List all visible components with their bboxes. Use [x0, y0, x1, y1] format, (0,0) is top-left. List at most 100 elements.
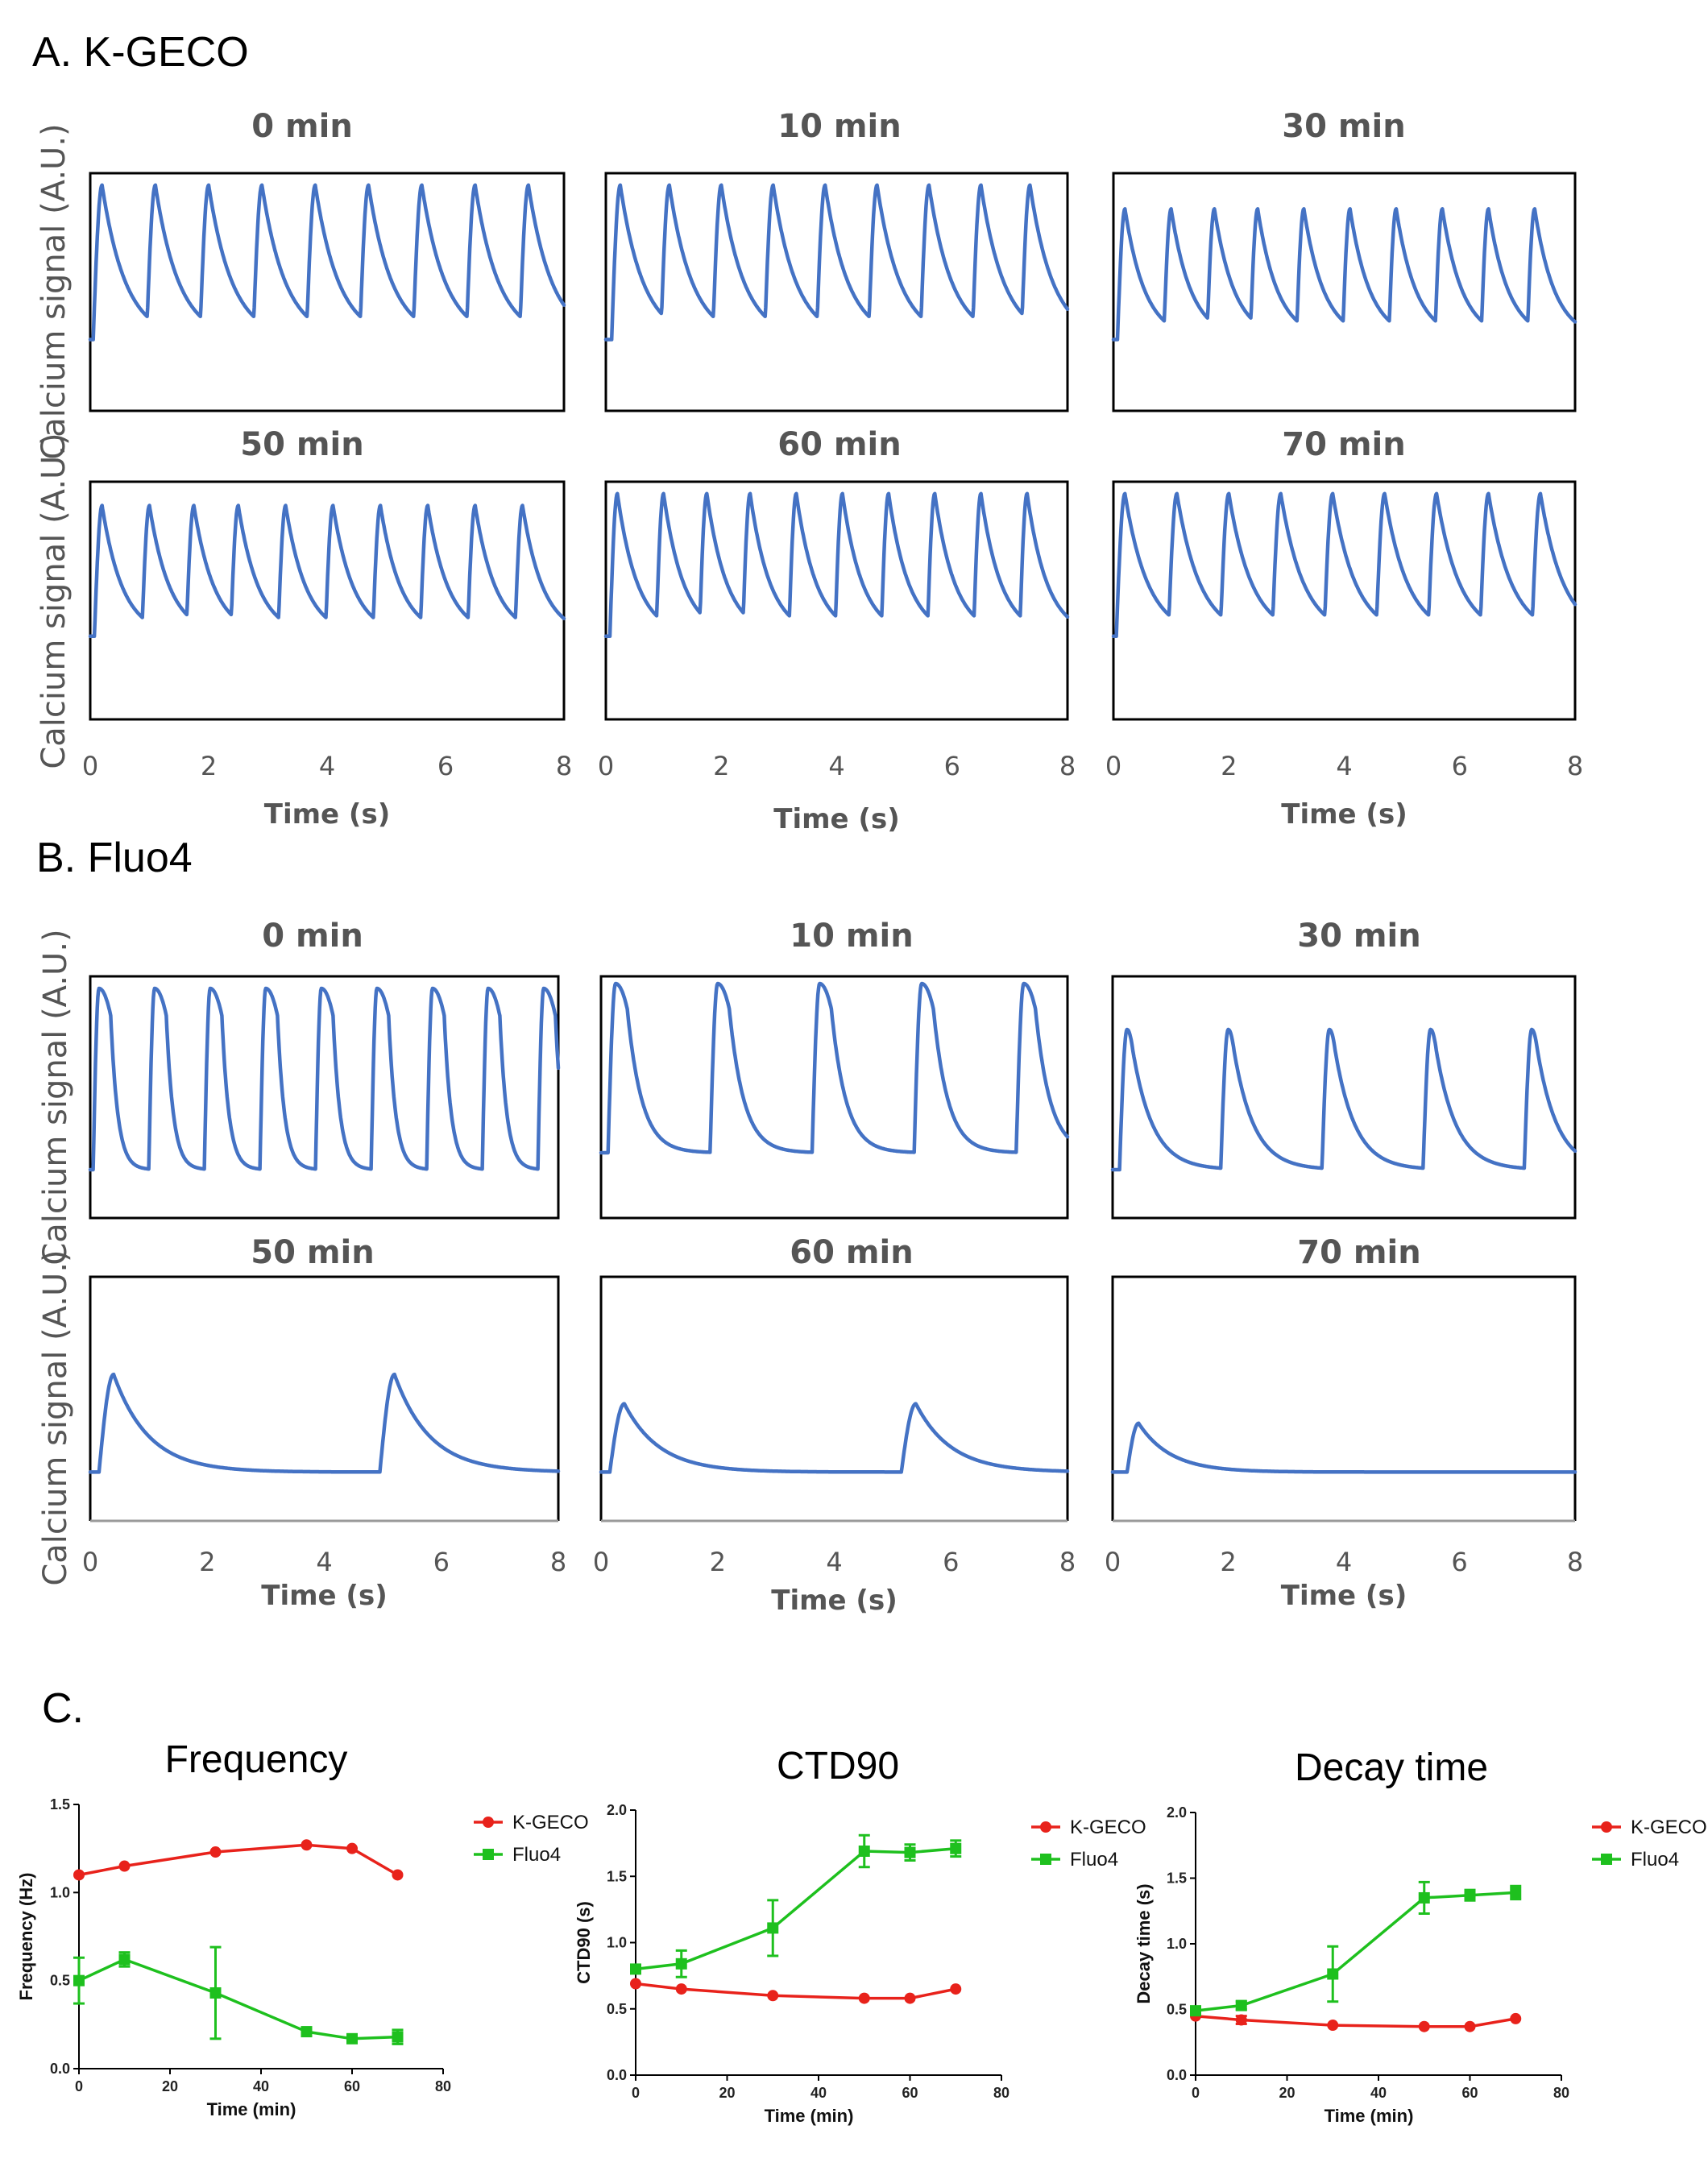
section-b-traces: Calcium signal (A.U.)Calcium signal (A.U… [37, 918, 1583, 1617]
kgeco-panel-title: 0 min [251, 108, 353, 145]
kgeco-ylabel-row2: Calcium signal (A.U.) [35, 433, 73, 768]
data-point [1464, 1889, 1476, 1901]
kgeco-xtick-label: 0 [82, 751, 98, 781]
summary-xtick-label: 20 [162, 2078, 178, 2094]
fluo4-xtick-label: 0 [82, 1547, 98, 1577]
fluo4-xlabel: Time (s) [261, 1580, 388, 1612]
summary-ylabel: Decay time (s) [1134, 1883, 1154, 2003]
kgeco-xtick-label: 0 [598, 751, 614, 781]
kgeco-panel-trace [603, 183, 1070, 342]
summary-xtick-label: 40 [253, 2078, 269, 2094]
legend-entry-k-geco: K-GECO [474, 1812, 589, 1833]
kgeco-xlabel: Time (s) [773, 803, 900, 835]
data-point [1235, 2014, 1247, 2026]
data-point [1327, 2020, 1339, 2032]
fluo4-xtick-label: 0 [1105, 1547, 1121, 1577]
summary-ytick-label: 0.5 [50, 1973, 70, 1989]
data-point [675, 1958, 687, 1970]
summary-xtick-label: 80 [993, 2085, 1009, 2101]
kgeco-panel-trace [603, 491, 1070, 639]
fluo4-xtick-label: 2 [1220, 1547, 1236, 1577]
summary-ytick-label: 1.5 [50, 1796, 70, 1812]
fluo4-panel-trace [599, 981, 1070, 1155]
series-line [1195, 2014, 1516, 2028]
fluo4-xtick-label: 2 [710, 1547, 726, 1577]
kgeco-panel-2: 10 min [603, 108, 1070, 412]
section-c-summary-charts: Frequency 0.0 0.5 1.0 1.5 0 20 40 60 80 Time (min)… [16, 1738, 1707, 2126]
legend-marker [1040, 1821, 1051, 1833]
fluo4-panel-title: 50 min [251, 1234, 374, 1271]
section-b-label: B. Fluo4 [36, 835, 193, 881]
kgeco-panel-4: 50 min [88, 426, 566, 721]
summary-ytick-label: 1.5 [607, 1868, 627, 1884]
kgeco-xtick-label: 2 [713, 751, 729, 781]
data-point [904, 1846, 916, 1858]
data-point [73, 1869, 85, 1881]
summary-xtick-label: 60 [902, 2085, 918, 2101]
section-a-traces: Calcium signal (A.U.)Calcium signal (A.U… [35, 108, 1583, 835]
summary-ytick-label: 0.0 [607, 2067, 627, 2083]
summary-ylabel: Frequency (Hz) [16, 1873, 36, 2001]
fluo4-panel-frame [89, 1275, 560, 1521]
fluo4-panel-6: 70 min [1110, 1234, 1577, 1522]
kgeco-panel-title: 10 min [777, 108, 901, 145]
data-point [301, 2026, 313, 2038]
summary-xtick-label: 40 [1370, 2085, 1387, 2101]
summary-ytick-label: 0.5 [607, 2001, 627, 2017]
data-point [1510, 2012, 1522, 2024]
data-point [767, 1990, 779, 2002]
summary-chart-1: Frequency 0.0 0.5 1.0 1.5 0 20 40 60 80 Time (min)… [16, 1738, 589, 2119]
summary-ytick-label: 0.5 [1167, 2002, 1187, 2018]
kgeco-xtick-label: 4 [1336, 751, 1352, 781]
series-k-geco [1190, 2010, 1522, 2032]
fluo4-xtick-label: 8 [1059, 1547, 1076, 1577]
kgeco-xtick-label: 0 [1105, 751, 1121, 781]
summary-xtick-label: 20 [1279, 2085, 1295, 2101]
summary-ytick-label: 1.0 [50, 1884, 70, 1900]
kgeco-xtick-label: 8 [1059, 751, 1076, 781]
data-point [950, 1842, 962, 1854]
fluo4-xtick-label: 4 [826, 1547, 842, 1577]
summary-chart-2: CTD90 0.0 0.5 1.0 1.5 2.0 0 20 40 60 80 Time (min) C… [574, 1745, 1146, 2126]
data-point [392, 2031, 404, 2043]
series-line [78, 1958, 398, 2040]
section-a-label: A. K-GECO [32, 29, 249, 76]
fluo4-panel-frame [1111, 1275, 1577, 1521]
data-point [904, 1992, 916, 2004]
legend-marker [1040, 1854, 1051, 1865]
legend-entry-k-geco: K-GECO [1592, 1817, 1707, 1838]
summary-ytick-label: 1.0 [1167, 1936, 1187, 1952]
kgeco-xtick-label: 8 [1567, 751, 1583, 781]
kgeco-panel-frame [89, 480, 566, 721]
summary-ytick-label: 1.5 [1167, 1870, 1187, 1887]
kgeco-panel-title: 30 min [1282, 108, 1405, 145]
data-point [73, 1974, 85, 1986]
fluo4-panel-5: 60 min [599, 1234, 1070, 1522]
kgeco-xtick-label: 6 [1452, 751, 1468, 781]
summary-xtick-label: 20 [719, 2085, 735, 2101]
data-point [1190, 2005, 1201, 2017]
kgeco-panel-title: 70 min [1282, 426, 1405, 463]
summary-xtick-label: 0 [632, 2085, 640, 2101]
fluo4-panel-2: 10 min [599, 918, 1070, 1220]
summary-xlabel: Time (min) [1325, 2106, 1414, 2126]
summary-ytick-label: 2.0 [607, 1802, 627, 1818]
kgeco-xtick-label: 6 [437, 751, 454, 781]
fluo4-ylabel-row1: Calcium signal (A.U.) [37, 929, 74, 1265]
section-c-label: C. [42, 1685, 84, 1732]
data-point [950, 1983, 962, 1995]
kgeco-xtick-label: 2 [1221, 751, 1237, 781]
data-point [346, 2032, 358, 2044]
data-point [858, 1845, 870, 1857]
kgeco-xtick-label: 8 [556, 751, 572, 781]
summary-xtick-label: 0 [1192, 2085, 1200, 2101]
kgeco-panel-title: 50 min [240, 426, 363, 463]
legend-label: Fluo4 [1070, 1849, 1118, 1870]
legend-label: Fluo4 [1631, 1849, 1679, 1870]
summary-xtick-label: 60 [1461, 2085, 1478, 2101]
fluo4-panel-3: 30 min [1110, 918, 1577, 1220]
fluo4-panel-trace [1110, 1027, 1577, 1172]
kgeco-panel-frame [604, 172, 1069, 412]
fluo4-panel-trace [88, 1372, 561, 1474]
